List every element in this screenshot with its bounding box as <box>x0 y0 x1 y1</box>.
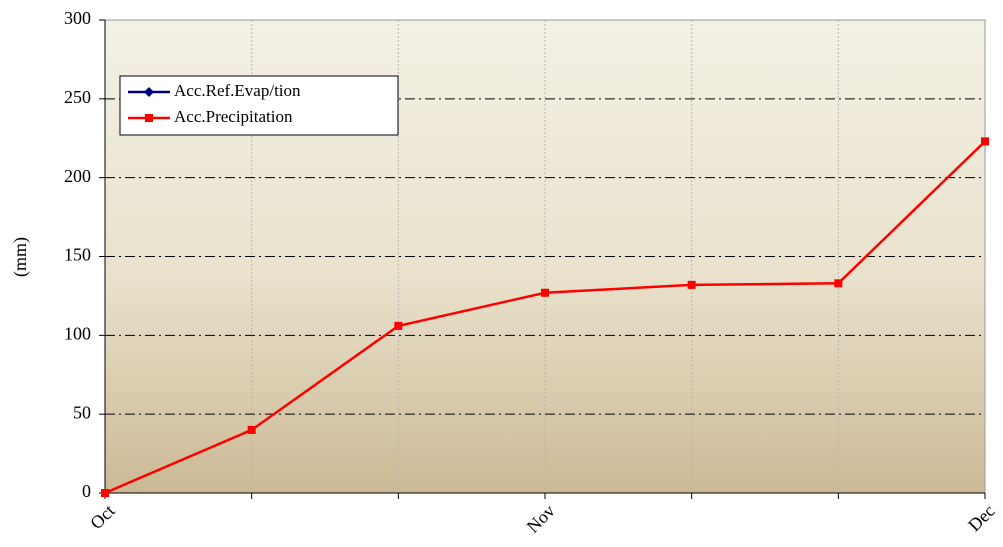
data-point <box>394 321 403 330</box>
y-tick-label: 300 <box>64 8 91 28</box>
y-tick-label: 50 <box>73 402 91 422</box>
legend-marker <box>144 87 154 97</box>
x-tick-label: Oct <box>86 501 119 534</box>
y-tick-label: 200 <box>64 166 91 186</box>
data-point <box>687 280 696 289</box>
data-point <box>834 279 843 288</box>
data-point <box>101 489 109 497</box>
data-point <box>981 137 989 146</box>
data-point <box>541 288 549 297</box>
y-tick-label: 250 <box>64 87 91 107</box>
x-tick-label: Dec <box>964 501 999 536</box>
legend-box <box>119 75 399 136</box>
legend-label: Acc.Ref.Evap/tion <box>174 81 301 100</box>
y-tick-label: 100 <box>64 323 91 343</box>
y-tick-label: 0 <box>82 481 91 501</box>
legend-label: Acc.Precipitation <box>174 107 293 126</box>
data-point <box>247 425 256 434</box>
x-tick-label: Nov <box>523 501 559 537</box>
y-axis-label: (mm) <box>10 237 31 277</box>
legend: Acc.Ref.Evap/tion Acc.Precipitation <box>119 75 399 136</box>
legend-marker <box>145 114 153 122</box>
y-tick-label: 150 <box>64 245 91 265</box>
